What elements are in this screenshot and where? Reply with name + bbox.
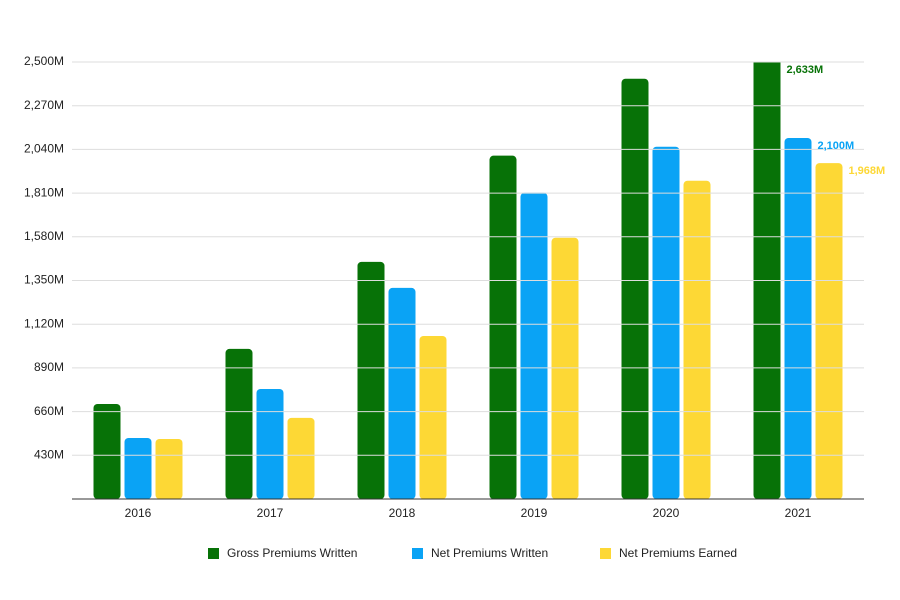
bar [357, 261, 385, 499]
bar [489, 155, 517, 499]
bar [93, 404, 121, 499]
y-tick-label: 2,500M [24, 54, 64, 68]
x-tick-label: 2021 [785, 506, 812, 520]
bar [419, 335, 447, 499]
x-tick-label: 2017 [257, 506, 284, 520]
legend-swatch [600, 548, 611, 559]
bar [683, 180, 711, 499]
x-tick-label: 2016 [125, 506, 152, 520]
legend-label: Gross Premiums Written [227, 546, 357, 560]
bar [784, 138, 812, 499]
y-tick-label: 2,040M [24, 142, 64, 156]
value-label: 2,100M [818, 140, 855, 152]
bar [652, 146, 680, 499]
value-label: 1,968M [849, 165, 886, 177]
legend-swatch [208, 548, 219, 559]
y-tick-label: 430M [34, 447, 64, 461]
bar [621, 78, 649, 499]
y-tick-label: 890M [34, 360, 64, 374]
x-tick-label: 2019 [521, 506, 548, 520]
bar [225, 348, 253, 499]
y-tick-label: 660M [34, 404, 64, 418]
legend-label: Net Premiums Earned [619, 546, 737, 560]
bar [155, 438, 183, 499]
legend-swatch [412, 548, 423, 559]
bar [520, 192, 548, 499]
bar [388, 287, 416, 499]
y-tick-label: 2,270M [24, 98, 64, 112]
y-tick-label: 1,810M [24, 185, 64, 199]
x-tick-label: 2020 [653, 506, 680, 520]
bar [287, 417, 315, 499]
bar [124, 438, 152, 499]
y-tick-label: 1,580M [24, 229, 64, 243]
y-tick-label: 1,120M [24, 316, 64, 330]
bar [256, 388, 284, 499]
plot-area [93, 62, 843, 499]
y-tick-label: 1,350M [24, 273, 64, 287]
bar [815, 163, 843, 499]
legend-label: Net Premiums Written [431, 546, 548, 560]
value-label: 2,633M [787, 64, 824, 76]
x-tick-label: 2018 [389, 506, 416, 520]
